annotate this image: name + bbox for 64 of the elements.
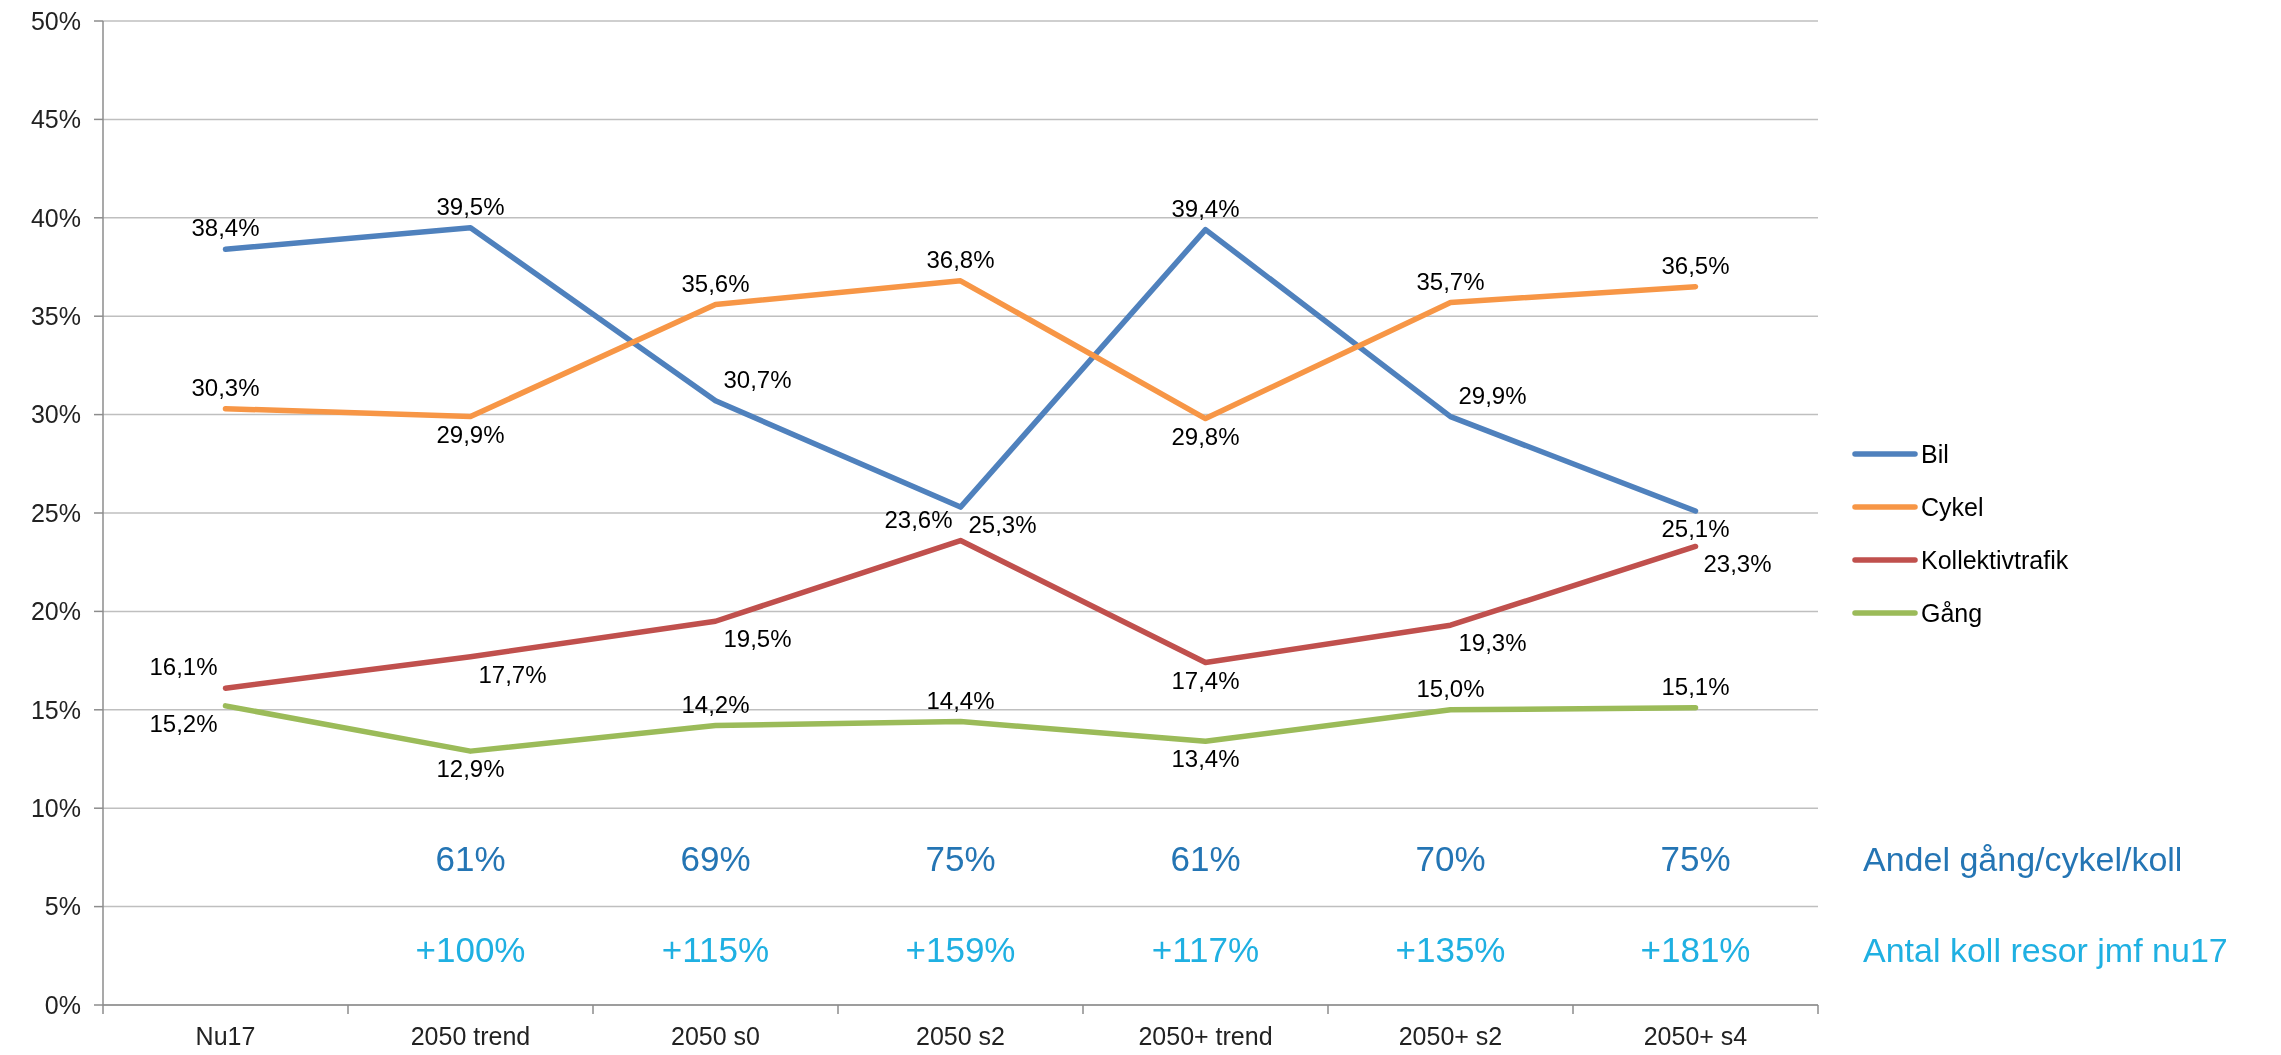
data-label: 15,2%	[149, 709, 218, 737]
annotation: 69%	[680, 839, 751, 879]
legend-label: Bil	[1921, 439, 1949, 468]
x-tick-label: 2050+ s2	[1398, 1022, 1503, 1050]
data-label: 39,4%	[1171, 194, 1240, 222]
data-label: 29,9%	[1458, 381, 1527, 409]
y-tick-label: 40%	[30, 203, 81, 232]
annotation: 61%	[435, 839, 506, 879]
data-label: 29,9%	[436, 420, 505, 448]
data-label: 23,6%	[884, 505, 953, 533]
data-label: 23,3%	[1703, 550, 1772, 578]
data-label: 36,8%	[926, 245, 995, 273]
annotation: +100%	[415, 930, 526, 970]
x-tick-label: 2050 s0	[671, 1022, 760, 1050]
y-tick-label: 10%	[30, 793, 81, 822]
x-tick-label: Nu17	[195, 1022, 256, 1050]
data-label: 14,2%	[681, 690, 750, 718]
x-tick-label: 2050+ trend	[1138, 1022, 1273, 1050]
data-label: 17,7%	[478, 660, 547, 688]
data-label: 15,0%	[1416, 675, 1485, 702]
annotation: 61%	[1170, 839, 1241, 879]
y-tick-label: 20%	[30, 597, 81, 626]
annotation: 70%	[1415, 839, 1486, 879]
legend-label: Kollektivtrafik	[1921, 545, 2069, 574]
data-label: 19,5%	[723, 625, 792, 653]
data-label: 15,1%	[1661, 673, 1730, 701]
x-tick-label: 2050+ s4	[1643, 1022, 1748, 1050]
y-tick-label: 30%	[30, 400, 81, 429]
data-label: 19,3%	[1458, 629, 1527, 657]
data-label: 13,4%	[1171, 745, 1240, 773]
x-tick-label: 2050 s2	[916, 1022, 1005, 1050]
legend-label: Gång	[1921, 598, 1983, 627]
y-tick-label: 35%	[30, 301, 81, 330]
y-tick-label: 50%	[30, 6, 81, 35]
y-tick-label: 5%	[44, 892, 81, 921]
x-tick-label: 2050 trend	[410, 1022, 531, 1050]
data-label: 38,4%	[191, 214, 260, 242]
data-label: 25,3%	[968, 511, 1037, 539]
legend-label: Cykel	[1921, 492, 1984, 521]
data-label: 39,5%	[436, 192, 505, 220]
data-label: 30,7%	[723, 366, 792, 394]
data-label: 35,7%	[1416, 267, 1485, 295]
annotation: +117%	[1151, 930, 1260, 970]
annotation: 75%	[925, 839, 996, 879]
data-label: 29,8%	[1171, 422, 1240, 450]
data-label: 16,1%	[149, 653, 218, 681]
annotation: +135%	[1395, 930, 1506, 970]
data-label: 35,6%	[681, 269, 750, 297]
y-tick-label: 25%	[30, 498, 81, 527]
data-label: 30,3%	[191, 373, 260, 401]
annotation: +115%	[661, 930, 770, 970]
annotation: 75%	[1660, 839, 1731, 879]
data-label: 12,9%	[436, 755, 505, 783]
y-tick-label: 45%	[30, 105, 81, 134]
y-tick-label: 15%	[30, 695, 81, 724]
data-label: 17,4%	[1171, 666, 1240, 694]
text: Andel gång/cykel/koll	[1863, 839, 2183, 878]
data-label: 14,4%	[926, 686, 995, 714]
data-label: 25,1%	[1661, 515, 1730, 543]
text: Antal koll resor jmf nu17	[1863, 930, 2228, 969]
data-label: 36,5%	[1661, 251, 1730, 279]
annotation: +159%	[905, 930, 1016, 970]
annotation: +181%	[1640, 930, 1751, 970]
y-tick-label: 0%	[44, 990, 81, 1019]
